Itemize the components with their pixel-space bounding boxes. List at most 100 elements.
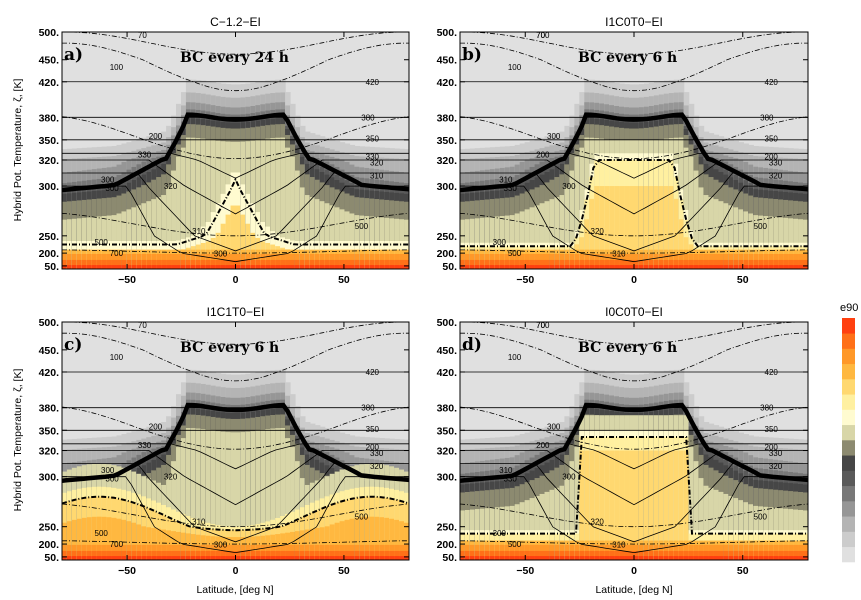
y-tick-label: 380.: [39, 403, 60, 415]
y-tick-label: 350.: [39, 135, 60, 147]
panel-annotation: BC every 6 h: [578, 340, 677, 356]
contour-label: 200: [536, 441, 550, 450]
y-tick-label: 320.: [39, 446, 60, 458]
isentrope-300: [460, 185, 808, 263]
colorbar-label: e90: [840, 302, 858, 314]
y-tick-label: 200.: [39, 539, 60, 551]
contour-label: 300: [214, 540, 228, 549]
contour-label: 310: [192, 518, 206, 527]
y-tick-label: 350.: [437, 425, 458, 437]
contour-label: 200: [149, 132, 163, 141]
y-axis-label-top: Hybrid Pot. Temperature, ζ, [K]: [12, 79, 24, 222]
y-tick-label: 300.: [437, 181, 458, 193]
colorbar-swatch: [842, 409, 855, 426]
contour-label: 700: [536, 31, 550, 40]
contour-label: 350: [765, 134, 779, 143]
contour-70: [62, 322, 409, 345]
contour-label: 70: [536, 321, 545, 330]
colorbar-swatch: [842, 318, 855, 334]
isentrope-330: [62, 443, 409, 470]
colorbar-swatch: [842, 470, 855, 487]
y-tick-label: 320.: [39, 155, 60, 167]
contour-label: 700: [536, 321, 550, 330]
isentrope-320: [460, 159, 808, 215]
contour-700: [62, 249, 409, 254]
y-tick-label: 500.: [39, 317, 60, 329]
y-tick-label: 320.: [437, 446, 458, 458]
x-tick-label: −50: [516, 274, 534, 286]
contour-label: 300: [101, 466, 115, 475]
colorbar: e90: [840, 302, 858, 563]
y-tick-label: 500.: [437, 27, 458, 39]
colorbar-swatch: [842, 394, 855, 410]
contour-label: 500: [355, 513, 369, 522]
tracer-field: [62, 322, 409, 560]
tracer-field: [62, 32, 409, 269]
y-tick-label: 350.: [39, 425, 60, 437]
contour-label: 320: [370, 462, 384, 471]
panel-title: I1C1T0−EI: [207, 305, 265, 319]
contour-100: [62, 332, 409, 382]
contour-label: 300: [562, 182, 576, 191]
contour-label: 300: [214, 250, 228, 259]
y-tick-label: 50.: [442, 552, 457, 564]
tracer-boundary: [460, 436, 808, 535]
contour-label: 420: [765, 78, 779, 87]
contour-label: 380: [760, 113, 774, 122]
contour-100: [460, 42, 808, 92]
contour-label: 320: [591, 227, 605, 236]
contour-label: 500: [355, 222, 369, 231]
panel-annotation: BC every 6 h: [180, 340, 279, 356]
contour-label: 200: [366, 443, 380, 452]
contour-label: 70: [536, 31, 545, 40]
colorbar-swatch: [842, 546, 855, 563]
x-tick-label: 0: [233, 565, 239, 577]
contour-label: 310: [192, 227, 206, 236]
contour-label: 70: [138, 321, 147, 330]
y-tick-label: 380.: [437, 112, 458, 124]
y-tick-label: 450.: [437, 345, 458, 357]
contour-label: 500: [754, 513, 768, 522]
panel-label: a): [64, 45, 83, 65]
tracer-boundary: [62, 177, 409, 246]
contour-label: 320: [164, 473, 178, 482]
colorbar-swatch: [842, 516, 855, 532]
colorbar-swatch: [842, 348, 855, 365]
colorbar-swatch: [842, 501, 855, 517]
contour-label: 300: [493, 529, 507, 538]
tropopause-line: [62, 112, 409, 193]
contour-label: 300: [105, 184, 119, 193]
contour-label: 70: [138, 31, 147, 40]
y-tick-label: 350.: [437, 135, 458, 147]
contour-label: 350: [765, 425, 779, 434]
isentrope-310: [460, 172, 808, 252]
contour-label: 200: [765, 443, 779, 452]
contour-100: [62, 42, 409, 92]
contour-label: 300: [101, 176, 115, 185]
y-tick-label: 420.: [39, 367, 60, 379]
y-tick-label: 500.: [437, 317, 458, 329]
contour-label: 350: [366, 425, 380, 434]
y-tick-label: 200.: [39, 248, 60, 260]
y-tick-label: 250.: [437, 522, 458, 534]
contour-label: 100: [110, 353, 124, 362]
contour-70: [62, 32, 409, 55]
colorbar-swatch: [842, 333, 855, 349]
x-tick-label: 0: [233, 274, 239, 286]
panel-annotation: BC every 6 h: [578, 50, 677, 66]
y-tick-label: 50.: [44, 261, 59, 273]
tropopause-line: [62, 402, 409, 483]
y-tick-label: 200.: [437, 248, 458, 260]
panel-label: b): [462, 45, 482, 65]
y-tick-label: 420.: [437, 77, 458, 89]
contour-label: 420: [366, 368, 380, 377]
colorbar-swatch: [842, 379, 855, 395]
contour-label: 330: [504, 184, 518, 193]
y-tick-label: 500.: [39, 27, 60, 39]
contour-label: 330: [769, 159, 783, 168]
contour-label: 320: [769, 462, 783, 471]
contour-label: 310: [499, 176, 513, 185]
contour-label: 310: [612, 540, 626, 549]
